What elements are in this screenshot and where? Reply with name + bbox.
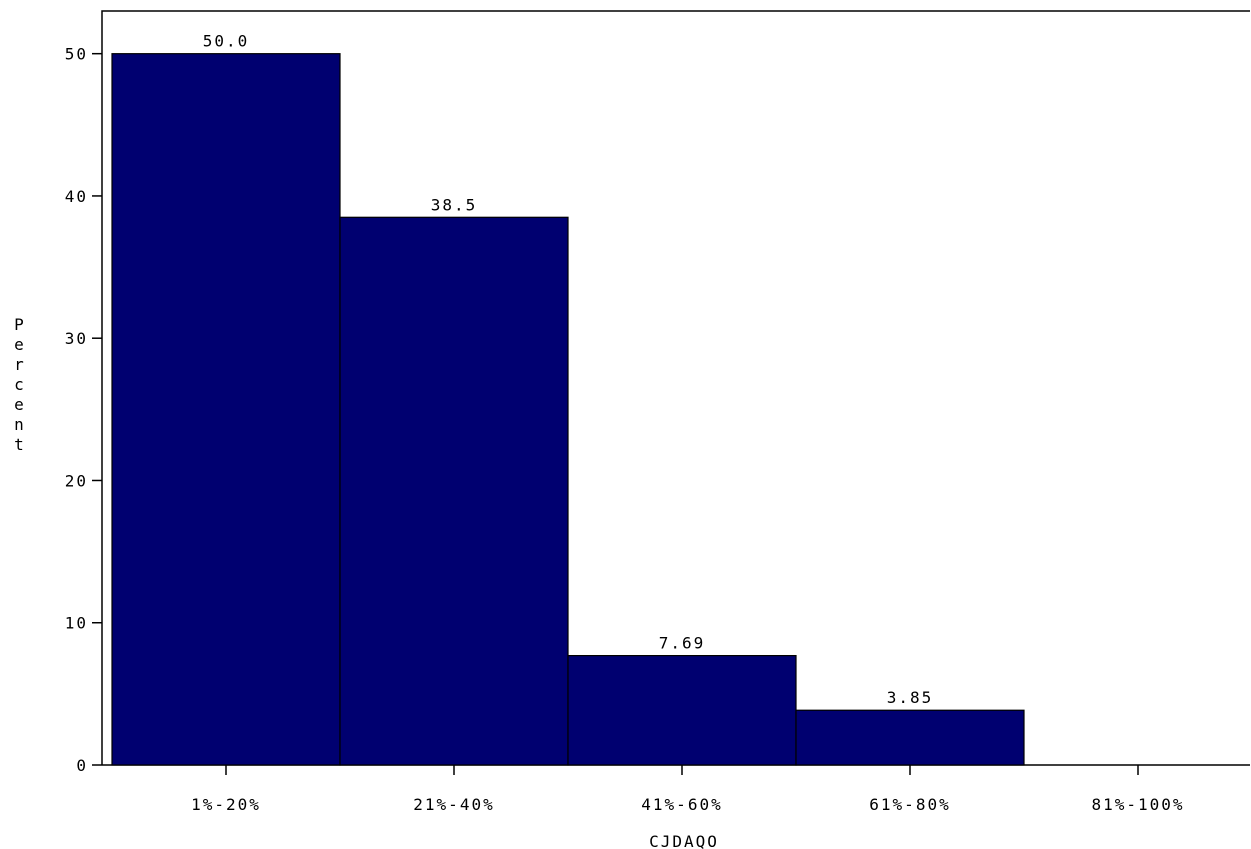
x-tick-label-4: 61%-80%	[869, 795, 950, 814]
bar-labels: 50.0 38.5 7.69 3.85	[203, 32, 934, 708]
x-tick-label-5: 81%-100%	[1091, 795, 1184, 814]
x-axis-title: CJDAQO	[649, 832, 719, 849]
y-tick-label-50: 50	[65, 45, 88, 64]
y-tick-label-30: 30	[65, 329, 88, 348]
bar-value-label-3: 7.69	[659, 634, 706, 653]
x-tick-label-1: 1%-20%	[191, 795, 261, 814]
plot-frame-top-left	[101, 10, 1250, 765]
bar-value-label-2: 38.5	[431, 195, 478, 214]
y-tick-label-40: 40	[65, 187, 88, 206]
bar-3	[567, 654, 797, 766]
bars	[111, 53, 1025, 766]
bar-4	[795, 709, 1025, 766]
bar-1	[111, 53, 341, 766]
x-tick-label-2: 21%-40%	[413, 795, 494, 814]
bar-value-label-1: 50.0	[203, 32, 250, 51]
y-tick-label-10: 10	[65, 614, 88, 633]
x-axis-ticks: 1%-20% 21%-40% 41%-60% 61%-80% 81%-100%	[191, 765, 1184, 814]
y-axis-ticks: 0 10 20 30 40 50	[65, 45, 102, 775]
bar-value-label-4: 3.85	[887, 688, 934, 707]
y-tick-label-20: 20	[65, 471, 88, 490]
x-tick-label-3: 41%-60%	[641, 795, 722, 814]
y-tick-label-0: 0	[76, 756, 88, 775]
bar-2	[339, 216, 569, 766]
